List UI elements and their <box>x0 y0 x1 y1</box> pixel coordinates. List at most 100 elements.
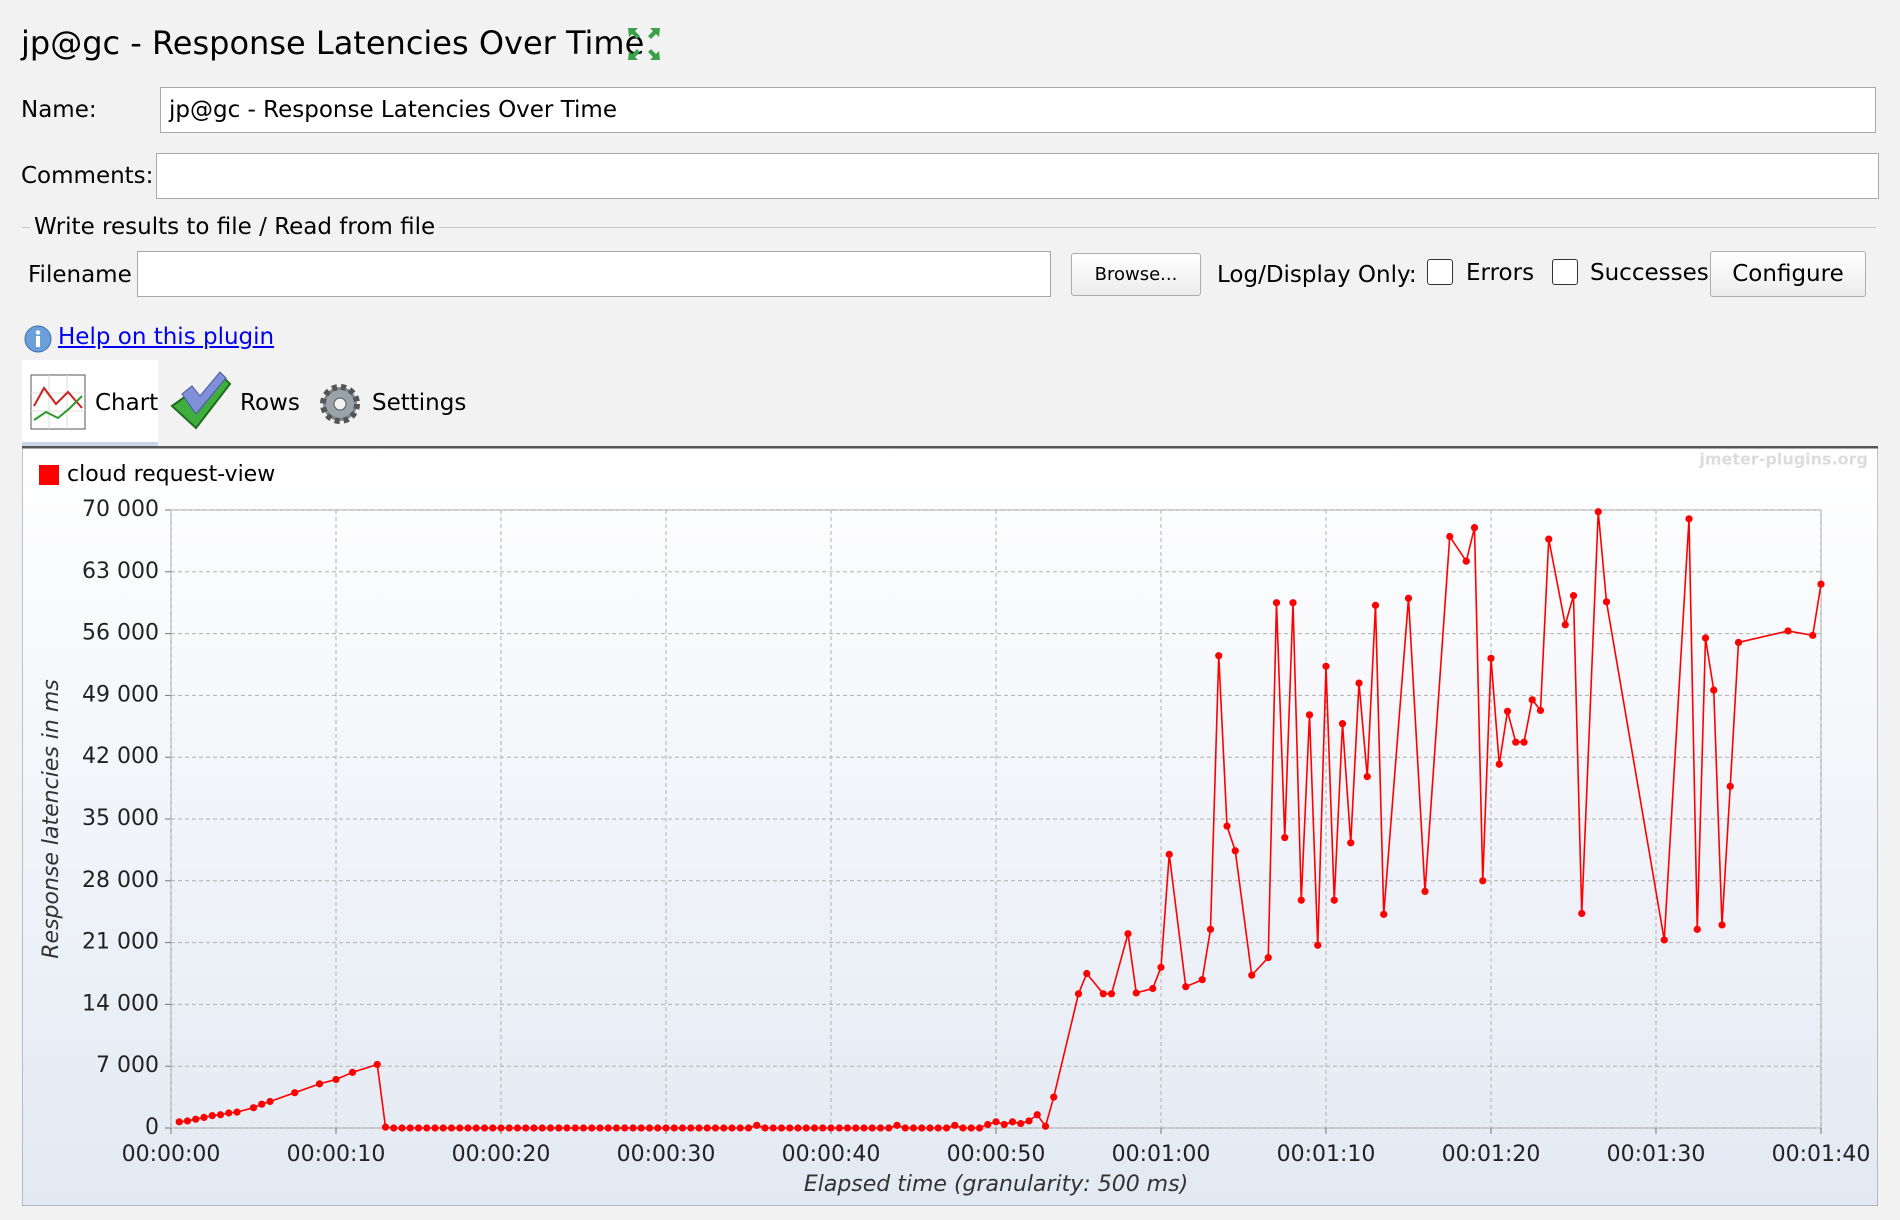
data-point <box>810 1124 819 1132</box>
data-point <box>571 1124 579 1132</box>
data-point <box>794 1124 802 1132</box>
data-point <box>1215 652 1223 660</box>
data-point <box>414 1124 423 1132</box>
data-point <box>1281 833 1289 842</box>
name-value: jp@gc - Response Latencies Over Time <box>169 97 617 123</box>
data-point <box>1272 599 1281 607</box>
data-point <box>447 1124 456 1132</box>
data-point <box>876 1124 885 1132</box>
data-point <box>1041 1122 1050 1130</box>
data-point <box>926 1124 934 1132</box>
watermark: jmeter-plugins.org <box>1698 450 1868 469</box>
browse-button[interactable]: Browse... <box>1071 253 1201 296</box>
info-icon <box>24 325 52 353</box>
data-point <box>1726 782 1734 790</box>
data-point <box>489 1124 497 1132</box>
filename-input[interactable] <box>137 251 1051 297</box>
data-point <box>1685 515 1693 523</box>
data-point <box>497 1124 505 1132</box>
legend-label: cloud request-view <box>67 462 275 487</box>
x-tick-label: 00:00:40 <box>782 1142 881 1167</box>
data-point <box>753 1121 761 1129</box>
data-point <box>183 1117 192 1125</box>
data-point <box>736 1124 744 1132</box>
x-axis-label: Elapsed time (granularity: 500 ms) <box>804 1172 1188 1197</box>
data-point <box>1718 921 1726 929</box>
data-point <box>1487 654 1495 662</box>
data-point <box>530 1124 538 1132</box>
data-point <box>1594 508 1602 516</box>
expand-icon[interactable] <box>626 26 662 62</box>
data-point <box>1693 925 1701 933</box>
data-point <box>175 1118 183 1126</box>
data-point <box>216 1111 225 1119</box>
data-point <box>200 1113 208 1122</box>
name-input[interactable]: jp@gc - Response Latencies Over Time <box>160 87 1876 133</box>
settings-tab-icon[interactable] <box>316 380 364 428</box>
configure-button[interactable]: Configure <box>1710 251 1866 297</box>
data-point <box>1602 598 1611 606</box>
data-point <box>1660 936 1668 944</box>
help-link[interactable]: Help on this plugin <box>58 324 275 350</box>
data-point <box>1569 592 1578 600</box>
data-point <box>1446 532 1454 541</box>
data-point <box>1231 847 1239 855</box>
data-point <box>1206 925 1215 933</box>
data-point <box>1462 557 1470 565</box>
data-point <box>1520 738 1528 746</box>
data-point <box>1033 1111 1041 1119</box>
tab-label[interactable]: Rows <box>240 390 300 416</box>
data-point <box>480 1124 489 1132</box>
data-point <box>538 1124 546 1132</box>
y-axis-label: Response latencies in ms <box>39 679 64 958</box>
rows-tab-icon[interactable] <box>168 370 232 434</box>
x-tick-label: 00:01:00 <box>1112 1142 1211 1167</box>
errors-checkbox[interactable] <box>1427 259 1453 285</box>
y-tick-label: 0 <box>145 1115 159 1140</box>
data-point <box>1355 679 1363 687</box>
successes-checkbox[interactable] <box>1552 259 1578 285</box>
data-point <box>1322 662 1330 670</box>
data-point <box>942 1124 951 1132</box>
tab-label[interactable]: Settings <box>372 390 467 416</box>
data-point <box>827 1124 835 1132</box>
x-tick-label: 00:00:30 <box>617 1142 716 1167</box>
data-point <box>1363 773 1371 781</box>
fieldset-title: Write results to file / Read from file <box>30 214 440 240</box>
data-point <box>670 1124 678 1132</box>
data-point <box>1124 930 1132 938</box>
data-point <box>909 1124 918 1132</box>
data-point <box>637 1124 645 1132</box>
data-point <box>406 1124 414 1132</box>
data-point <box>843 1124 852 1132</box>
data-point <box>901 1124 909 1132</box>
legend-swatch <box>39 465 59 485</box>
window-title: jp@gc - Response Latencies Over Time <box>21 24 645 62</box>
data-point <box>439 1124 447 1132</box>
comments-input[interactable] <box>156 153 1879 199</box>
data-point <box>348 1068 357 1076</box>
successes-label: Successes <box>1590 260 1709 286</box>
data-point <box>1182 983 1190 991</box>
data-point <box>291 1089 299 1097</box>
data-point <box>266 1097 274 1106</box>
data-point <box>505 1124 513 1132</box>
data-point <box>1561 621 1569 629</box>
data-point <box>1165 850 1173 858</box>
data-point <box>860 1124 868 1132</box>
data-point <box>1248 971 1256 979</box>
data-point <box>1338 720 1347 728</box>
data-point <box>381 1123 390 1131</box>
y-tick-label: 7 000 <box>96 1053 159 1078</box>
chart-tab-icon <box>30 374 86 430</box>
data-point <box>1578 909 1586 918</box>
y-tick-label: 28 000 <box>82 868 159 893</box>
data-point <box>819 1124 827 1132</box>
tab-label[interactable]: Chart <box>95 390 159 416</box>
data-point <box>423 1124 431 1132</box>
chart: jmeter-plugins.org 0 7 000 14 000 21 000 28 … <box>22 446 1878 1206</box>
data-point <box>472 1124 480 1132</box>
data-point <box>332 1075 340 1084</box>
y-tick-label: 49 000 <box>82 682 159 707</box>
data-point <box>678 1124 687 1132</box>
